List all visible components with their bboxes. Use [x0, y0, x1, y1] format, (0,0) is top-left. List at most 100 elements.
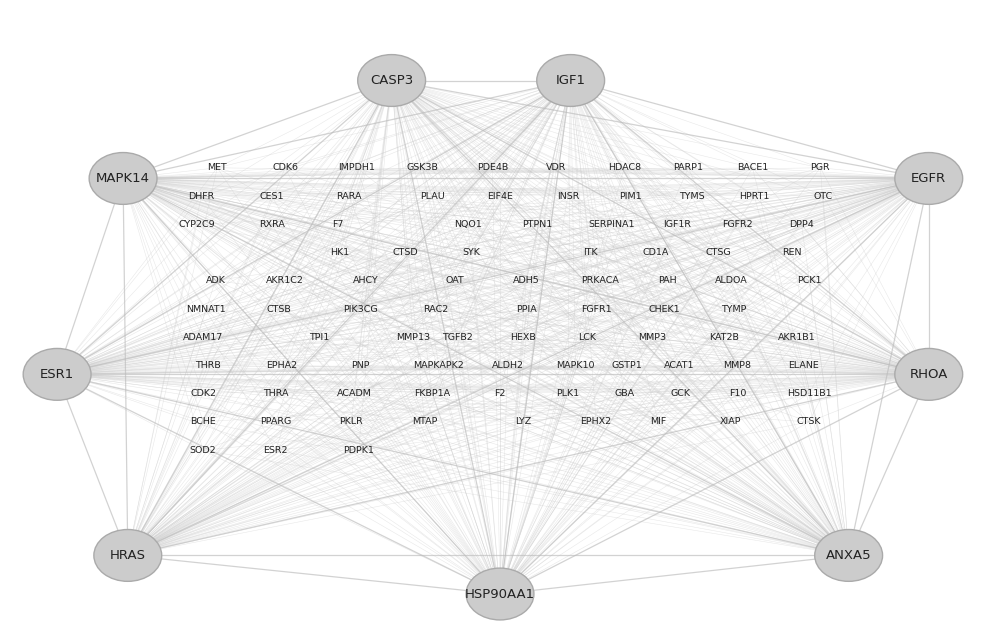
- Text: MMP8: MMP8: [723, 361, 751, 370]
- Text: F7: F7: [332, 220, 344, 229]
- Text: EPHX2: EPHX2: [581, 417, 612, 427]
- Text: CES1: CES1: [260, 192, 284, 201]
- Text: OTC: OTC: [814, 192, 833, 201]
- Text: IMPDH1: IMPDH1: [338, 163, 375, 172]
- Text: FGFR2: FGFR2: [722, 220, 753, 229]
- Text: MAPK14: MAPK14: [96, 172, 150, 185]
- Text: SYK: SYK: [463, 248, 481, 257]
- Text: SOD2: SOD2: [190, 446, 216, 455]
- Text: LYZ: LYZ: [515, 417, 532, 427]
- Text: LCK: LCK: [578, 333, 596, 342]
- Text: ITK: ITK: [583, 248, 598, 257]
- Text: PIK3CG: PIK3CG: [343, 304, 378, 314]
- Text: ALDOA: ALDOA: [714, 276, 747, 285]
- Text: BCHE: BCHE: [190, 417, 216, 427]
- Ellipse shape: [815, 530, 883, 581]
- Text: MTAP: MTAP: [412, 417, 437, 427]
- Text: IGF1R: IGF1R: [663, 220, 691, 229]
- Text: TPI1: TPI1: [309, 333, 329, 342]
- Text: RHOA: RHOA: [910, 368, 948, 381]
- Text: GSK3B: GSK3B: [407, 163, 439, 172]
- Text: PPIA: PPIA: [516, 304, 537, 314]
- Text: PDPK1: PDPK1: [343, 446, 374, 455]
- Ellipse shape: [895, 152, 963, 204]
- Text: BACE1: BACE1: [737, 163, 768, 172]
- Text: HEXB: HEXB: [510, 333, 535, 342]
- Text: TYMP: TYMP: [721, 304, 746, 314]
- Text: PIM1: PIM1: [619, 192, 641, 201]
- Text: PDE4B: PDE4B: [477, 163, 508, 172]
- Text: FKBP1A: FKBP1A: [414, 389, 450, 398]
- Text: IGF1: IGF1: [556, 74, 586, 87]
- Text: PNP: PNP: [351, 361, 370, 370]
- Text: RARA: RARA: [336, 192, 362, 201]
- Text: PCK1: PCK1: [797, 276, 821, 285]
- Text: NQO1: NQO1: [454, 220, 482, 229]
- Text: THRA: THRA: [263, 389, 288, 398]
- Text: ACADM: ACADM: [337, 389, 371, 398]
- Text: ADAM17: ADAM17: [183, 333, 223, 342]
- Text: PTPN1: PTPN1: [523, 220, 553, 229]
- Text: F10: F10: [729, 389, 746, 398]
- Text: VDR: VDR: [546, 163, 567, 172]
- Text: MIF: MIF: [650, 417, 666, 427]
- Text: GBA: GBA: [614, 389, 634, 398]
- Text: PRKACA: PRKACA: [581, 276, 619, 285]
- Text: INSR: INSR: [557, 192, 579, 201]
- Text: MAPKAPK2: MAPKAPK2: [413, 361, 464, 370]
- Text: ESR2: ESR2: [263, 446, 288, 455]
- Text: HPRT1: HPRT1: [739, 192, 770, 201]
- Text: CTSB: CTSB: [266, 304, 291, 314]
- Text: EGFR: EGFR: [911, 172, 946, 185]
- Text: MMP13: MMP13: [396, 333, 430, 342]
- Text: SERPINA1: SERPINA1: [588, 220, 634, 229]
- Text: THRB: THRB: [195, 361, 221, 370]
- Text: HSD11B1: HSD11B1: [787, 389, 831, 398]
- Text: MET: MET: [207, 163, 227, 172]
- Text: MAPK10: MAPK10: [556, 361, 595, 370]
- Text: HDAC8: HDAC8: [608, 163, 641, 172]
- Text: ACAT1: ACAT1: [664, 361, 694, 370]
- Ellipse shape: [895, 348, 963, 400]
- Text: FGFR1: FGFR1: [581, 304, 611, 314]
- Text: DPP4: DPP4: [789, 220, 814, 229]
- Text: ANXA5: ANXA5: [826, 549, 871, 562]
- Text: PLAU: PLAU: [420, 192, 445, 201]
- Text: TYMS: TYMS: [679, 192, 705, 201]
- Text: CYP2C9: CYP2C9: [178, 220, 215, 229]
- Text: HRAS: HRAS: [110, 549, 146, 562]
- Text: CHEK1: CHEK1: [648, 304, 680, 314]
- Text: ESR1: ESR1: [40, 368, 74, 381]
- Ellipse shape: [358, 55, 426, 106]
- Text: AKR1B1: AKR1B1: [778, 333, 816, 342]
- Ellipse shape: [89, 152, 157, 204]
- Text: OAT: OAT: [445, 276, 464, 285]
- Ellipse shape: [466, 568, 534, 620]
- Ellipse shape: [23, 348, 91, 400]
- Text: GCK: GCK: [671, 389, 691, 398]
- Text: HK1: HK1: [330, 248, 349, 257]
- Text: PKLR: PKLR: [339, 417, 363, 427]
- Text: PARP1: PARP1: [673, 163, 703, 172]
- Text: ALDH2: ALDH2: [492, 361, 524, 370]
- Text: REN: REN: [782, 248, 802, 257]
- Text: CDK2: CDK2: [190, 389, 216, 398]
- Text: DHFR: DHFR: [188, 192, 214, 201]
- Text: KAT2B: KAT2B: [709, 333, 739, 342]
- Text: AKR1C2: AKR1C2: [266, 276, 304, 285]
- Text: ADK: ADK: [205, 276, 225, 285]
- Text: CTSG: CTSG: [706, 248, 731, 257]
- Text: ADH5: ADH5: [513, 276, 540, 285]
- Text: RXRA: RXRA: [259, 220, 285, 229]
- Text: AHCY: AHCY: [353, 276, 379, 285]
- Text: PAH: PAH: [658, 276, 677, 285]
- Text: CD1A: CD1A: [642, 248, 669, 257]
- Text: TGFB2: TGFB2: [442, 333, 473, 342]
- Text: HSP90AA1: HSP90AA1: [465, 588, 535, 600]
- Text: CASP3: CASP3: [370, 74, 413, 87]
- Text: PPARG: PPARG: [260, 417, 291, 427]
- Ellipse shape: [94, 530, 162, 581]
- Text: PLK1: PLK1: [556, 389, 579, 398]
- Text: CTSK: CTSK: [797, 417, 821, 427]
- Text: MMP3: MMP3: [639, 333, 667, 342]
